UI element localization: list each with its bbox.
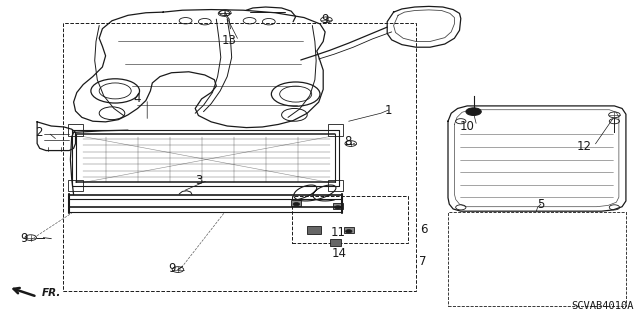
Text: 10: 10	[460, 120, 475, 132]
Text: 8: 8	[344, 136, 351, 148]
Text: 1: 1	[385, 104, 392, 116]
Bar	[344, 227, 354, 233]
Text: FR.: FR.	[42, 288, 61, 298]
Circle shape	[346, 230, 352, 233]
Circle shape	[293, 203, 300, 206]
Circle shape	[466, 108, 481, 115]
Bar	[328, 124, 343, 136]
Text: 6: 6	[420, 223, 428, 235]
Text: 5: 5	[537, 198, 545, 211]
Text: 13: 13	[221, 34, 237, 47]
Text: 2: 2	[35, 126, 42, 139]
Bar	[333, 203, 343, 209]
Bar	[307, 226, 321, 234]
Bar	[330, 239, 341, 246]
Bar	[68, 180, 83, 191]
Bar	[328, 180, 343, 191]
Text: 9: 9	[20, 232, 28, 245]
Text: 9: 9	[168, 262, 175, 275]
Bar	[291, 200, 301, 206]
Text: 7: 7	[419, 255, 426, 268]
Text: 12: 12	[577, 140, 592, 152]
Text: 14: 14	[332, 247, 347, 260]
Text: 11: 11	[330, 226, 346, 239]
Bar	[292, 196, 408, 243]
Circle shape	[335, 206, 341, 209]
Text: 4: 4	[134, 93, 141, 105]
Text: 3: 3	[195, 174, 202, 187]
Bar	[448, 212, 626, 306]
Bar	[63, 23, 416, 291]
Text: SCVAB4010A: SCVAB4010A	[571, 301, 634, 311]
Text: 9: 9	[321, 13, 329, 26]
Bar	[68, 124, 83, 136]
